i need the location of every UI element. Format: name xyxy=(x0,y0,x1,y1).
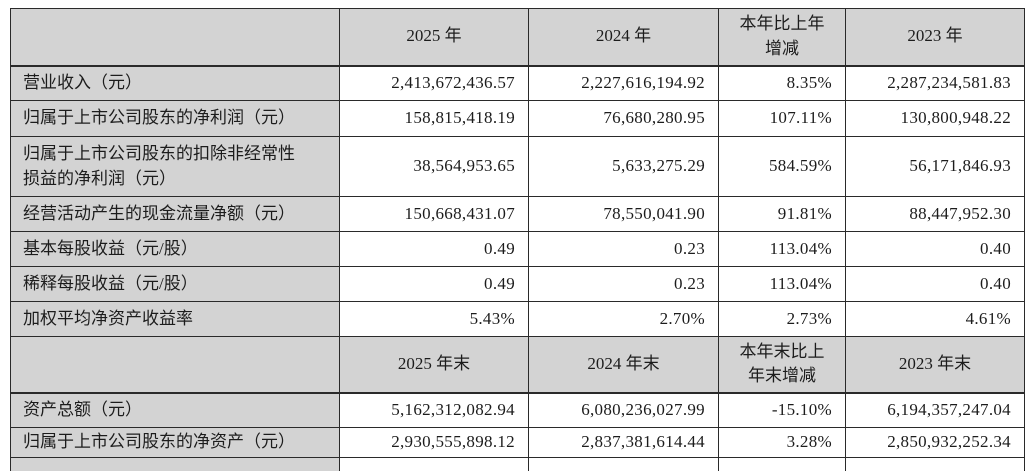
value-2025: 5.43% xyxy=(339,301,529,337)
table-row-diluted-eps: 稀释每股收益（元/股） 0.49 0.23 113.04% 0.40 xyxy=(10,266,1025,302)
column-header-2025-end: 2025 年末 xyxy=(339,336,529,394)
column-header-2023: 2023 年 xyxy=(845,8,1025,67)
value-cell xyxy=(845,456,1025,471)
value-2023: 56,171,846.93 xyxy=(845,136,1025,197)
value-2024: 78,550,041.90 xyxy=(528,196,719,232)
value-2024-end: 2,837,381,614.44 xyxy=(528,427,719,458)
corner-cell xyxy=(10,8,340,67)
header-row-period-end: 2025 年末 2024 年末 本年末比上 年末增减 2023 年末 xyxy=(10,336,1025,394)
row-label: 稀释每股收益（元/股） xyxy=(10,266,340,302)
row-label: 归属于上市公司股东的扣除非经常性 损益的净利润（元） xyxy=(10,136,340,197)
row-label: 基本每股收益（元/股） xyxy=(10,231,340,267)
value-2023: 2,287,234,581.83 xyxy=(845,65,1025,101)
value-2024: 2,227,616,194.92 xyxy=(528,65,719,101)
value-2024: 0.23 xyxy=(528,231,719,267)
row-label: 归属于上市公司股东的净利润（元） xyxy=(10,100,340,137)
value-2025: 158,815,418.19 xyxy=(339,100,529,137)
value-change: 2.73% xyxy=(718,301,846,337)
value-2023: 4.61% xyxy=(845,301,1025,337)
value-2023-end: 2,850,932,252.34 xyxy=(845,427,1025,458)
column-header-2024-end: 2024 年末 xyxy=(528,336,719,394)
value-2025: 2,413,672,436.57 xyxy=(339,65,529,101)
value-2025: 38,564,953.65 xyxy=(339,136,529,197)
value-change: 91.81% xyxy=(718,196,846,232)
row-label: 归属于上市公司股东的净资产（元） xyxy=(10,427,340,458)
value-2025-end: 5,162,312,082.94 xyxy=(339,392,529,428)
value-end-change: -15.10% xyxy=(718,392,846,428)
value-end-change: 3.28% xyxy=(718,427,846,458)
value-change: 584.59% xyxy=(718,136,846,197)
value-cell xyxy=(339,456,529,471)
value-2023: 130,800,948.22 xyxy=(845,100,1025,137)
value-2025: 150,668,431.07 xyxy=(339,196,529,232)
header-row-annual: 2025 年 2024 年 本年比上年 增减 2023 年 xyxy=(10,8,1025,67)
financial-summary-table: 2025 年 2024 年 本年比上年 增减 2023 年 营业收入（元） 2,… xyxy=(10,8,1025,471)
value-2025: 0.49 xyxy=(339,266,529,302)
value-change: 8.35% xyxy=(718,65,846,101)
value-change: 113.04% xyxy=(718,266,846,302)
column-header-2023-end: 2023 年末 xyxy=(845,336,1025,394)
column-header-2025: 2025 年 xyxy=(339,8,529,67)
corner-cell xyxy=(10,336,340,394)
column-header-yoy-change: 本年比上年 增减 xyxy=(718,8,846,67)
table-row-partial xyxy=(10,456,1025,471)
value-cell xyxy=(528,456,719,471)
table-row-total-assets: 资产总额（元） 5,162,312,082.94 6,080,236,027.9… xyxy=(10,392,1025,428)
table-row-revenue: 营业收入（元） 2,413,672,436.57 2,227,616,194.9… xyxy=(10,65,1025,101)
value-change: 113.04% xyxy=(718,231,846,267)
column-header-end-change: 本年末比上 年末增减 xyxy=(718,336,846,394)
value-2025: 0.49 xyxy=(339,231,529,267)
table-row-weighted-avg-roe: 加权平均净资产收益率 5.43% 2.70% 2.73% 4.61% xyxy=(10,301,1025,337)
row-label: 加权平均净资产收益率 xyxy=(10,301,340,337)
row-label xyxy=(10,456,340,471)
table-row-net-profit: 归属于上市公司股东的净利润（元） 158,815,418.19 76,680,2… xyxy=(10,100,1025,137)
value-2024: 5,633,275.29 xyxy=(528,136,719,197)
table-row-net-profit-excl-nonrecurring: 归属于上市公司股东的扣除非经常性 损益的净利润（元） 38,564,953.65… xyxy=(10,136,1025,197)
value-2023: 0.40 xyxy=(845,266,1025,302)
row-label: 营业收入（元） xyxy=(10,65,340,101)
value-2025-end: 2,930,555,898.12 xyxy=(339,427,529,458)
value-cell xyxy=(718,456,846,471)
value-change: 107.11% xyxy=(718,100,846,137)
row-label: 经营活动产生的现金流量净额（元） xyxy=(10,196,340,232)
table-row-basic-eps: 基本每股收益（元/股） 0.49 0.23 113.04% 0.40 xyxy=(10,231,1025,267)
value-2024: 0.23 xyxy=(528,266,719,302)
value-2023: 88,447,952.30 xyxy=(845,196,1025,232)
value-2024: 2.70% xyxy=(528,301,719,337)
value-2024-end: 6,080,236,027.99 xyxy=(528,392,719,428)
table-row-operating-cash-flow: 经营活动产生的现金流量净额（元） 150,668,431.07 78,550,0… xyxy=(10,196,1025,232)
row-label: 资产总额（元） xyxy=(10,392,340,428)
value-2023-end: 6,194,357,247.04 xyxy=(845,392,1025,428)
table-row-net-assets: 归属于上市公司股东的净资产（元） 2,930,555,898.12 2,837,… xyxy=(10,427,1025,458)
column-header-2024: 2024 年 xyxy=(528,8,719,67)
value-2023: 0.40 xyxy=(845,231,1025,267)
value-2024: 76,680,280.95 xyxy=(528,100,719,137)
